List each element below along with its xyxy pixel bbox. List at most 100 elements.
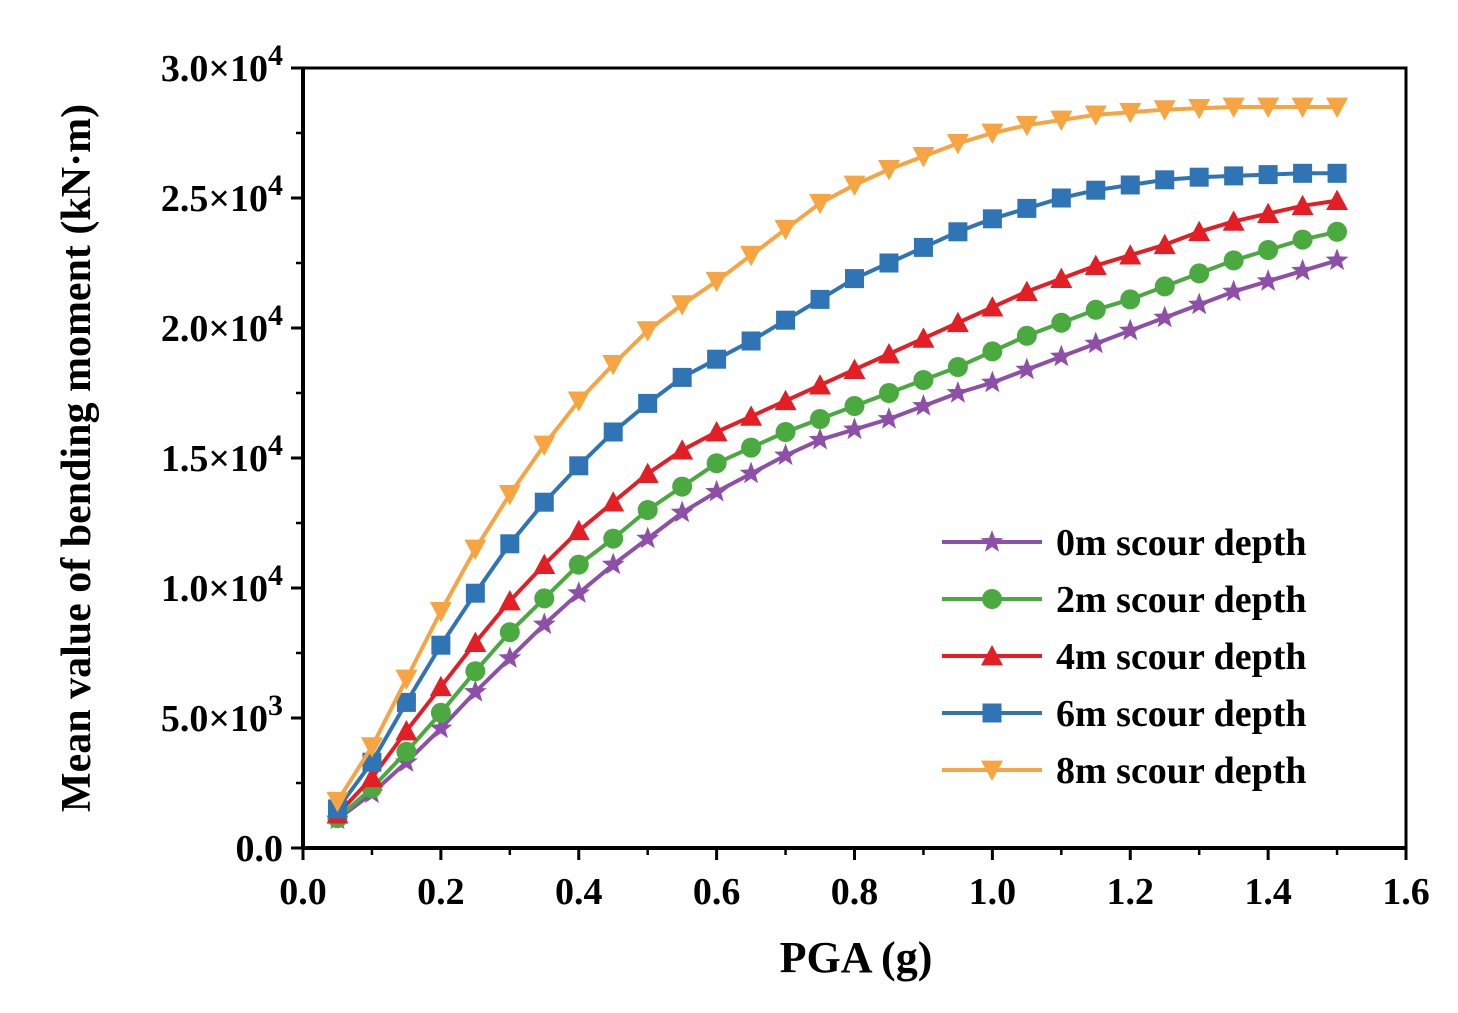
data-point	[705, 479, 729, 502]
data-point	[913, 370, 934, 390]
data-point	[568, 554, 589, 575]
data-point	[1291, 258, 1315, 281]
data-point	[1119, 102, 1142, 124]
data-point	[464, 539, 487, 560]
data-point	[1223, 250, 1244, 271]
data-point	[877, 343, 900, 364]
data-point	[707, 349, 727, 369]
data-point	[1050, 110, 1073, 131]
x-tick-label: 0.2	[417, 871, 465, 913]
data-point	[741, 437, 762, 458]
data-point	[877, 160, 900, 181]
data-point	[670, 500, 694, 523]
data-point	[567, 581, 591, 603]
data-point	[567, 519, 590, 541]
data-point	[775, 422, 796, 442]
data-point	[774, 219, 797, 241]
data-point	[463, 680, 487, 702]
data-point	[1188, 98, 1211, 120]
data-point	[1049, 344, 1073, 367]
data-point	[1051, 188, 1071, 208]
x-tick-label: 0.8	[831, 871, 879, 913]
data-point	[1120, 175, 1140, 195]
data-point	[567, 391, 590, 412]
data-point	[500, 534, 520, 554]
data-point	[1153, 305, 1177, 328]
data-point	[1189, 263, 1210, 284]
data-point	[879, 253, 899, 273]
data-point	[1291, 97, 1314, 118]
data-point	[809, 374, 832, 395]
series-0	[326, 248, 1349, 830]
data-point	[1153, 100, 1176, 121]
data-point	[465, 661, 486, 682]
data-point	[396, 692, 416, 712]
data-point	[981, 123, 1004, 144]
x-tick-label: 1.6	[1382, 871, 1430, 913]
data-point	[1051, 312, 1072, 333]
data-point	[946, 311, 969, 333]
data-point	[982, 209, 1002, 229]
data-point	[1327, 163, 1347, 183]
x-tick-label: 1.4	[1244, 871, 1292, 913]
axes-layer: 0.0 0.2 0.4 0.6 0.8 1.0 1.2 1.4 1.6 0.0 5.0×103 1.0…	[161, 39, 1430, 913]
data-point	[741, 331, 761, 351]
data-point	[1256, 269, 1280, 291]
x-tick-label: 1.2	[1107, 871, 1155, 913]
y-tick-label: 2.0×104	[161, 299, 283, 350]
series-layer	[326, 97, 1349, 830]
legend-label: 2m scour depth	[1056, 579, 1307, 621]
data-point	[877, 407, 901, 429]
data-point	[429, 675, 452, 697]
legend: 0m scour depth 2m scour depth 4m scour dep…	[942, 522, 1307, 792]
x-tick-label: 1.0	[969, 871, 1017, 913]
data-point	[395, 720, 418, 741]
data-point	[1326, 189, 1349, 210]
data-point	[1187, 292, 1211, 315]
data-point	[672, 476, 693, 497]
data-point	[1015, 280, 1038, 301]
data-point	[982, 341, 1003, 362]
data-point	[534, 588, 555, 609]
series-3	[327, 163, 1347, 819]
data-point	[326, 791, 349, 813]
legend-marker	[982, 589, 1002, 609]
data-point	[498, 590, 521, 611]
data-point	[1050, 267, 1073, 288]
data-point	[739, 461, 763, 484]
legend-item: 6m scour depth	[942, 693, 1307, 735]
data-point	[774, 443, 797, 466]
data-point	[637, 500, 658, 520]
legend-item: 4m scour depth	[942, 636, 1307, 678]
data-point	[1293, 163, 1313, 183]
data-point	[844, 396, 865, 416]
data-point	[1118, 318, 1142, 341]
data-point	[1016, 325, 1037, 346]
y-tick-label: 3.0×104	[161, 39, 283, 90]
x-tick-label: 0.4	[555, 871, 603, 913]
x-tick-label: 0.0	[279, 871, 327, 913]
data-point	[671, 439, 694, 460]
data-point	[396, 741, 417, 762]
data-point	[1224, 166, 1244, 186]
data-point	[636, 526, 660, 549]
data-point	[532, 612, 556, 635]
data-point	[1015, 115, 1038, 137]
legend-item: 0m scour depth	[942, 522, 1307, 564]
data-point	[740, 405, 763, 426]
legend-marker	[982, 703, 1002, 723]
data-point	[430, 702, 451, 723]
legend-label: 4m scour depth	[1056, 636, 1307, 678]
data-point	[431, 635, 451, 655]
data-point	[1222, 97, 1245, 118]
data-point	[980, 370, 1004, 393]
data-point	[1084, 331, 1108, 354]
data-point	[705, 271, 728, 293]
y-tick-label: 1.5×104	[161, 429, 283, 480]
legend-label: 0m scour depth	[1056, 522, 1307, 564]
data-point	[498, 485, 521, 506]
data-point	[809, 193, 832, 215]
data-point	[843, 358, 866, 379]
x-axis-label: PGA (g)	[780, 933, 933, 982]
